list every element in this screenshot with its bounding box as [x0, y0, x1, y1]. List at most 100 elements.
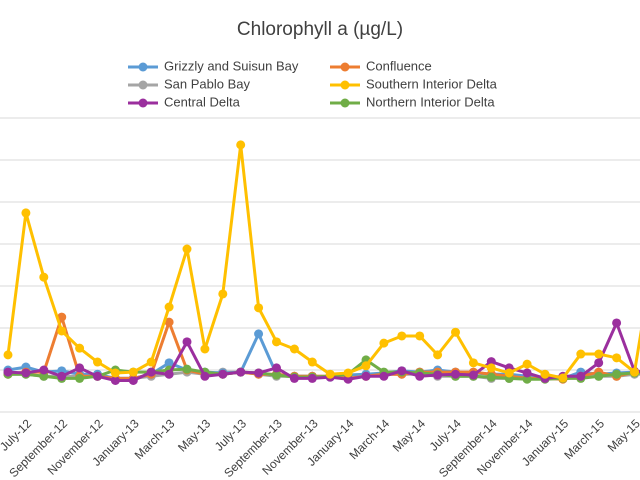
point: [397, 331, 407, 341]
point: [486, 357, 496, 367]
point: [576, 349, 586, 359]
point: [75, 363, 85, 373]
point: [146, 367, 156, 377]
point: [343, 368, 353, 378]
point: [612, 353, 622, 363]
x-tick-label: March-13: [132, 416, 178, 462]
point: [39, 365, 49, 375]
point: [146, 357, 156, 367]
point: [57, 312, 67, 322]
legend-label: Grizzly and Suisun Bay: [164, 58, 299, 73]
point: [594, 358, 604, 368]
point: [110, 368, 120, 378]
series-line: [6, 143, 640, 380]
point: [218, 369, 228, 379]
point: [39, 272, 49, 282]
point: [128, 367, 138, 377]
point: [254, 329, 264, 339]
legend-marker: [340, 62, 350, 72]
point: [200, 344, 210, 354]
point: [75, 343, 85, 353]
point: [594, 349, 604, 359]
point: [3, 350, 13, 360]
point: [57, 371, 67, 381]
point: [415, 371, 425, 381]
point: [164, 369, 174, 379]
point: [361, 361, 371, 371]
point: [93, 371, 102, 381]
point: [379, 371, 389, 381]
point: [451, 369, 460, 379]
legend-label: San Pablo Bay: [164, 76, 251, 91]
point: [630, 367, 639, 377]
point: [75, 373, 85, 383]
point: [522, 374, 532, 384]
point: [397, 366, 407, 376]
point: [93, 357, 102, 367]
point: [3, 367, 13, 377]
point: [468, 358, 478, 368]
chart-title: Chlorophyll a (µg/L): [237, 19, 403, 40]
point: [164, 302, 174, 312]
legend-label: Central Delta: [164, 94, 241, 109]
x-tick-label: May-15: [605, 416, 640, 454]
legend-label: Northern Interior Delta: [366, 94, 495, 109]
point: [612, 318, 622, 328]
legend-marker: [340, 80, 350, 90]
legend-label: Southern Interior Delta: [366, 76, 498, 91]
point: [289, 373, 299, 383]
point: [522, 368, 532, 378]
point: [218, 289, 228, 299]
point: [21, 208, 31, 218]
legend-marker: [340, 98, 350, 108]
point: [272, 337, 281, 347]
point: [182, 364, 192, 374]
x-tick-label: March-14: [347, 416, 393, 462]
point: [486, 372, 496, 382]
point: [307, 373, 317, 383]
point: [182, 337, 192, 347]
point: [164, 317, 174, 327]
point: [57, 326, 67, 336]
point: [433, 370, 443, 380]
point: [558, 373, 568, 383]
point: [486, 363, 496, 373]
point: [200, 371, 210, 381]
point: [164, 358, 174, 368]
point: [361, 371, 371, 381]
point: [254, 368, 264, 378]
point: [415, 331, 425, 341]
legend-marker: [138, 80, 148, 90]
point: [307, 357, 317, 367]
point: [182, 244, 192, 254]
point: [343, 374, 353, 384]
point: [272, 363, 281, 373]
point: [39, 371, 49, 381]
point: [594, 371, 604, 381]
point: [433, 350, 443, 360]
point: [236, 367, 246, 377]
point: [289, 344, 299, 354]
x-tick-label: May-14: [390, 416, 428, 454]
point: [576, 371, 586, 381]
point: [254, 303, 264, 313]
point: [522, 359, 532, 369]
point: [128, 376, 138, 385]
x-tick-label: March-15: [561, 416, 607, 462]
legend-marker: [138, 62, 148, 72]
point: [468, 370, 478, 380]
point: [236, 140, 246, 150]
point: [272, 370, 281, 380]
legend-label: Confluence: [366, 58, 432, 73]
point: [379, 338, 389, 348]
point: [110, 376, 120, 385]
x-tick-label: May-13: [175, 416, 213, 454]
point: [612, 369, 622, 379]
point: [21, 368, 31, 378]
legend-marker: [138, 98, 148, 108]
point: [325, 369, 335, 379]
point: [540, 369, 550, 379]
point: [451, 327, 460, 337]
point: [504, 368, 514, 378]
